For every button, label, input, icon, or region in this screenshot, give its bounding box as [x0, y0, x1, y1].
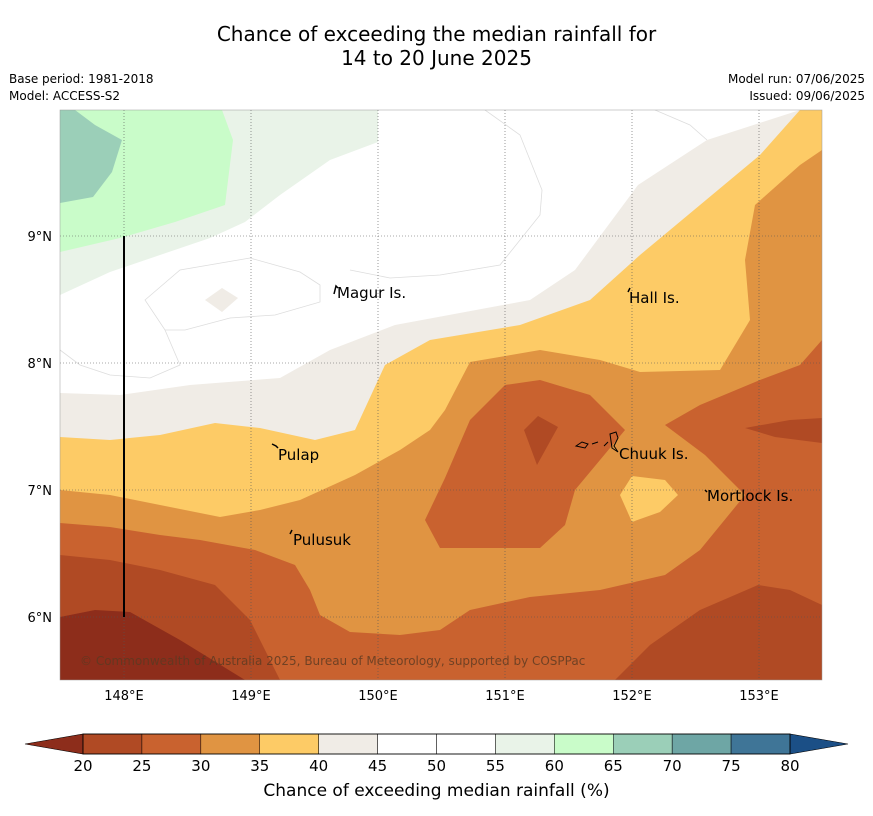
- band-25-30: [60, 340, 822, 680]
- lat-label: 9°N: [28, 230, 53, 245]
- colorbar-tick-label: 45: [368, 757, 387, 775]
- lat-label: 7°N: [28, 484, 53, 499]
- colorbar-tick-label: 80: [780, 757, 799, 775]
- model-run-date: Model run: 07/06/2025: [727, 72, 865, 86]
- chuuk-islands-icon: [574, 431, 619, 453]
- place-label: Hall Is.: [629, 289, 680, 307]
- colorbar-tick-label: 30: [191, 757, 210, 775]
- colorbar-segment: [141, 733, 202, 755]
- lon-label: 152°E: [612, 689, 652, 704]
- band-20-25-center: [524, 416, 558, 465]
- band-20-25-east: [745, 418, 822, 443]
- band-below-20: [60, 610, 245, 680]
- lon-labels: 148°E 149°E 150°E 151°E 152°E 153°E: [104, 689, 779, 704]
- contour-50-northeast: [654, 110, 708, 141]
- lon-label: 148°E: [104, 689, 144, 704]
- band-35-40-blob: [620, 476, 678, 522]
- map-frame: [59, 109, 823, 681]
- map-title: Chance of exceeding the median rainfall …: [0, 22, 873, 70]
- colorbar-tick-label: 40: [309, 757, 328, 775]
- colorbar-segment: [436, 733, 496, 755]
- rainfall-contours: Magur Is. Hall Is. Pulap Chuuk Is. Mortl…: [60, 110, 822, 680]
- colorbar-tick-label: 35: [250, 757, 269, 775]
- band-65-70: [60, 110, 122, 203]
- place-label: Chuuk Is.: [619, 445, 688, 463]
- colorbar-high-extension: [789, 733, 849, 755]
- band-20-25-southeast: [615, 585, 822, 680]
- colorbar-frame: [82, 733, 791, 755]
- contour-50-north: [349, 110, 543, 279]
- lat-label: 8°N: [28, 357, 53, 372]
- model-name: Model: ACCESS-S2: [9, 89, 121, 103]
- colorbar-segment: [730, 733, 791, 755]
- lon-label: 149°E: [231, 689, 271, 704]
- colorbar-segment: [82, 733, 143, 755]
- colorbar-tick-label: 55: [486, 757, 505, 775]
- lon-label: 151°E: [485, 689, 525, 704]
- place-label: Magur Is.: [337, 284, 406, 302]
- band-40-45-island: [205, 288, 238, 312]
- colorbar-segment: [613, 733, 673, 755]
- copyright-text: © Commonwealth of Australia 2025, Bureau…: [80, 654, 585, 668]
- colorbar-tick-label: 70: [663, 757, 682, 775]
- island-marks: [271, 284, 708, 535]
- colorbar-tick-label: 65: [604, 757, 623, 775]
- lon-label: 150°E: [358, 689, 398, 704]
- colorbar: 20 25 30 35 40 45 50 55 60 65 70 75 80: [24, 733, 849, 775]
- band-25-30-center: [425, 380, 625, 548]
- lat-label: 6°N: [28, 611, 53, 626]
- place-label: Mortlock Is.: [707, 487, 793, 505]
- colorbar-tick-label: 50: [427, 757, 446, 775]
- colorbar-segment: [671, 733, 732, 755]
- colorbar-segment: [554, 733, 614, 755]
- colorbar-segment: [259, 733, 319, 755]
- lat-labels: 9°N 8°N 7°N 6°N: [28, 230, 53, 626]
- colorbar-label: Chance of exceeding median rainfall (%): [263, 781, 610, 801]
- contour-50-west: [60, 329, 181, 379]
- contour-50: [144, 257, 321, 331]
- place-label: Pulusuk: [293, 531, 351, 549]
- colorbar-segment: [200, 733, 260, 755]
- lon-label: 153°E: [739, 689, 779, 704]
- colorbar-segment: [495, 733, 555, 755]
- colorbar-low-extension: [24, 733, 84, 755]
- place-label: Pulap: [278, 446, 319, 464]
- run-info: Model run: 07/06/2025 Issued: 09/06/2025: [728, 71, 865, 105]
- base-info: Base period: 1981-2018 Model: ACCESS-S2: [9, 71, 154, 105]
- band-30-35: [60, 150, 822, 680]
- colorbar-segment: [377, 733, 437, 755]
- colorbar-tick-label: 25: [132, 757, 151, 775]
- colorbar-segment: [318, 733, 378, 755]
- base-period: Base period: 1981-2018: [9, 72, 154, 86]
- colorbar-tick-label: 60: [545, 757, 564, 775]
- title-line-2: 14 to 20 June 2025: [341, 46, 532, 70]
- colorbar-tick-label: 20: [73, 757, 92, 775]
- title-line-1: Chance of exceeding the median rainfall …: [216, 22, 657, 46]
- colorbar-tick-label: 75: [722, 757, 741, 775]
- issued-date: Issued: 09/06/2025: [749, 89, 865, 103]
